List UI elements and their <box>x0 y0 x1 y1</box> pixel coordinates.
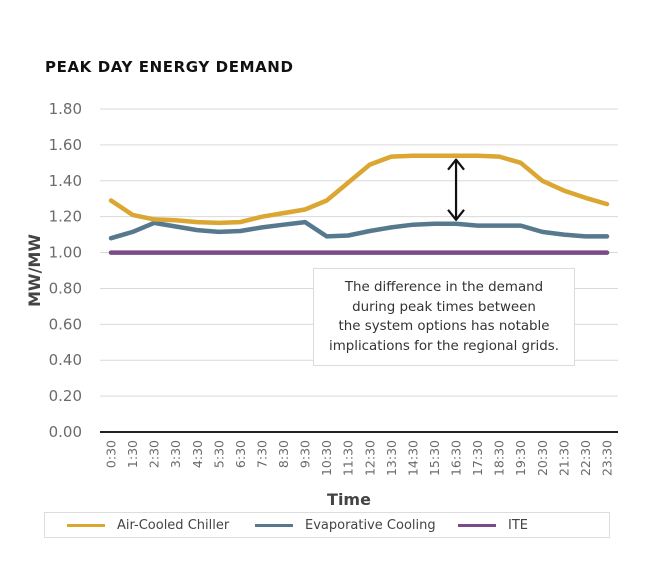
legend-item-air-cooled-chiller[interactable]: Air-Cooled Chiller <box>67 513 229 537</box>
x-tick-label: 18:30 <box>492 440 507 476</box>
series-line-evaporative-cooling <box>108 219 610 241</box>
x-tick-label: 3:30 <box>168 440 183 468</box>
y-axis-ticks: 0.00 0.20 0.40 0.60 0.80 1.00 1.20 1.40 1.60 1.80 <box>49 100 82 441</box>
x-tick-label: 11:30 <box>341 440 356 476</box>
y-tick-label: 0.60 <box>49 315 82 333</box>
annotation-text: The difference in the demand during peak… <box>328 280 560 354</box>
y-tick-label: 1.60 <box>49 136 82 154</box>
y-tick-label: 1.80 <box>49 100 82 118</box>
x-axis-ticks: 0:30 1:30 2:30 3:30 4:30 5:30 6:30 7:30 8:30 9:30… <box>104 440 615 476</box>
x-tick-label: 6:30 <box>233 440 248 468</box>
x-tick-label: 1:30 <box>125 440 140 468</box>
y-tick-label: 0.80 <box>49 279 82 297</box>
difference-arrow <box>447 158 465 221</box>
x-tick-label: 20:30 <box>535 440 550 476</box>
arrow-head-up <box>447 158 465 171</box>
legend-label: ITE <box>508 517 528 533</box>
y-tick-label: 1.40 <box>49 172 82 190</box>
y-tick-label: 0.00 <box>49 423 82 441</box>
y-axis-label: MW/MW <box>25 234 44 307</box>
x-tick-label: 21:30 <box>556 440 571 476</box>
x-tick-label: 14:30 <box>405 440 420 476</box>
legend-swatch-evaporative-cooling <box>255 523 293 527</box>
x-tick-label: 2:30 <box>147 440 162 468</box>
x-tick-label: 19:30 <box>513 440 528 476</box>
annotation-box: The difference in the demand during peak… <box>313 268 575 366</box>
legend-label: Evaporative Cooling <box>305 517 436 533</box>
legend-item-evaporative-cooling[interactable]: Evaporative Cooling <box>255 513 436 537</box>
x-tick-label: 10:30 <box>319 440 334 476</box>
x-tick-label: 13:30 <box>384 440 399 476</box>
chart-title: PEAK DAY ENERGY DEMAND <box>45 58 294 76</box>
y-tick-label: 0.40 <box>49 351 82 369</box>
x-tick-label: 4:30 <box>190 440 205 468</box>
arrow-head-down <box>447 209 465 221</box>
x-tick-label: 5:30 <box>211 440 226 468</box>
x-tick-label: 0:30 <box>104 440 119 468</box>
legend-swatch-ite <box>458 523 496 527</box>
x-tick-label: 16:30 <box>449 440 464 476</box>
x-tick-label: 12:30 <box>362 440 377 476</box>
y-tick-label: 0.20 <box>49 387 82 405</box>
y-tick-label: 1.00 <box>49 244 82 262</box>
legend: Air-Cooled Chiller Evaporative Cooling I… <box>44 512 610 538</box>
x-tick-label: 9:30 <box>298 440 313 468</box>
x-tick-label: 22:30 <box>578 440 593 476</box>
x-axis-label: Time <box>327 490 371 509</box>
series-line-air-cooled-chiller <box>108 153 610 226</box>
x-tick-label: 17:30 <box>470 440 485 476</box>
x-tick-label: 8:30 <box>276 440 291 468</box>
x-tick-label: 15:30 <box>427 440 442 476</box>
x-tick-label: 23:30 <box>600 440 615 476</box>
x-tick-label: 7:30 <box>254 440 269 468</box>
series-lines <box>108 153 610 255</box>
legend-label: Air-Cooled Chiller <box>117 517 230 533</box>
y-tick-label: 1.20 <box>49 208 82 226</box>
legend-item-ite[interactable]: ITE <box>458 513 528 537</box>
legend-swatch-air-cooled-chiller <box>67 523 105 527</box>
